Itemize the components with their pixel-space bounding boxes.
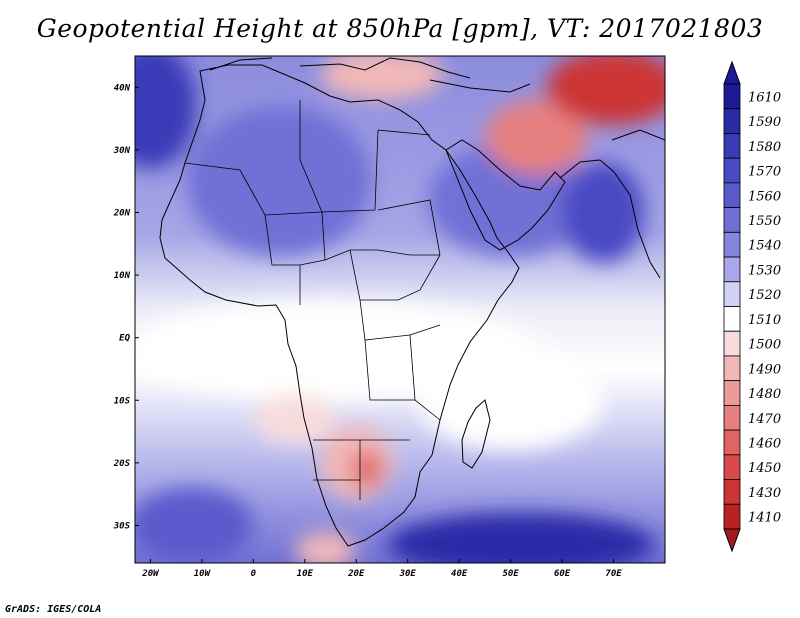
colorbar: 1610 1590 1580 1570 1560 1550 1540 1530 1520 1510… bbox=[723, 60, 781, 553]
coastlines-borders bbox=[159, 57, 665, 547]
x-tick-label: 10E bbox=[297, 569, 314, 579]
colorbar-swatch bbox=[723, 479, 741, 505]
grads-credit: GrADS: IGES/COLA bbox=[5, 604, 102, 615]
colorbar-label: 1450 bbox=[748, 461, 781, 476]
x-tick-label: 0 bbox=[251, 569, 257, 579]
y-tick-label: 30S bbox=[113, 521, 131, 531]
field-region-india-high bbox=[562, 162, 645, 263]
colorbar-swatch bbox=[723, 281, 741, 307]
y-tick-label: 10S bbox=[114, 396, 131, 406]
colorbar-label: 1540 bbox=[748, 239, 781, 254]
colorbar-label: 1500 bbox=[748, 338, 781, 353]
field-region-botswana-low bbox=[351, 450, 382, 488]
field-region-mediterranean-low bbox=[320, 56, 444, 100]
colorbar-label: 1580 bbox=[748, 140, 781, 155]
colorbar-swatch bbox=[723, 231, 741, 258]
colorbar-swatch bbox=[723, 182, 741, 209]
colorbar-label: 1560 bbox=[748, 189, 781, 204]
field-region-iran-low bbox=[484, 99, 588, 175]
x-tick-label: 20E bbox=[347, 569, 365, 579]
field-region-sahara-high bbox=[186, 106, 372, 257]
colorbar-swatch bbox=[723, 404, 741, 431]
y-tick-label: 40N bbox=[114, 83, 131, 93]
colorbar-label: 1510 bbox=[748, 313, 781, 328]
asia-coastline bbox=[559, 129, 665, 279]
y-tick-label: 30N bbox=[113, 146, 131, 156]
field-region-south-atlantic-high bbox=[135, 487, 254, 563]
colorbar-swatch bbox=[723, 207, 741, 233]
x-tick-label: 30E bbox=[399, 569, 417, 579]
field-region-cape-low bbox=[294, 531, 357, 563]
colorbar-swatch bbox=[723, 503, 741, 530]
x-tick-label: 70E bbox=[605, 569, 622, 579]
colorbar-label: 1610 bbox=[748, 90, 781, 105]
colorbar-swatch bbox=[723, 355, 741, 382]
colorbar-label: 1430 bbox=[748, 486, 781, 501]
colorbar-label: 1480 bbox=[748, 387, 781, 402]
country-borders bbox=[184, 100, 441, 500]
colorbar-swatch bbox=[723, 157, 741, 184]
colorbar-label: 1410 bbox=[748, 511, 781, 526]
y-axis-ticks: 40N 30N 20N 10N EQ 10S 20S 30S bbox=[113, 83, 139, 531]
chart-title: Geopotential Height at 850hPa [gpm], VT:… bbox=[36, 14, 764, 43]
europe-coastline bbox=[209, 57, 531, 93]
colorbar-label: 1520 bbox=[748, 288, 781, 303]
y-tick-label: 20S bbox=[113, 459, 131, 469]
y-tick-label: EQ bbox=[119, 334, 130, 344]
x-tick-label: 10W bbox=[194, 569, 212, 579]
colorbar-swatch bbox=[723, 330, 741, 357]
height-field bbox=[135, 56, 665, 563]
y-tick-label: 20N bbox=[113, 208, 131, 218]
colorbar-swatch bbox=[723, 380, 741, 406]
colorbar-swatch bbox=[723, 108, 741, 134]
field-region-caspian-low bbox=[546, 56, 665, 125]
africa-coastline bbox=[159, 64, 520, 547]
field-region-angola-low bbox=[253, 394, 336, 445]
field-region-indian-ocean-white bbox=[418, 350, 604, 451]
colorbar-label: 1550 bbox=[748, 214, 781, 229]
colorbar-label: 1530 bbox=[748, 263, 781, 278]
arabia-coastline bbox=[445, 139, 566, 251]
colorbar-bottom-arrow bbox=[723, 528, 741, 553]
y-tick-label: 10N bbox=[114, 271, 131, 281]
field-contours bbox=[135, 56, 665, 563]
colorbar-swatch bbox=[723, 306, 741, 332]
madagascar-coastline bbox=[461, 399, 491, 469]
x-tick-label: 50E bbox=[502, 569, 519, 579]
colorbar-label: 1490 bbox=[748, 362, 781, 377]
colorbar-top-arrow bbox=[723, 60, 741, 85]
colorbar-swatch bbox=[723, 83, 741, 110]
colorbar-swatch bbox=[723, 133, 741, 159]
colorbar-label: 1590 bbox=[748, 115, 781, 130]
colorbar-label: 1460 bbox=[748, 436, 781, 451]
colorbar-swatch bbox=[723, 256, 741, 283]
field-region-south-indian-high bbox=[387, 512, 655, 563]
colorbar-swatch bbox=[723, 429, 741, 456]
field-region-north-atlantic-high bbox=[135, 56, 197, 169]
colorbar-label: 1470 bbox=[748, 412, 781, 427]
x-tick-label: 20W bbox=[141, 569, 160, 579]
x-axis-ticks: 20W 10W 0 10E 20E 30E 40E 50E 60E 70E bbox=[141, 559, 622, 579]
x-tick-label: 60E bbox=[554, 569, 571, 579]
colorbar-label: 1570 bbox=[748, 165, 781, 180]
x-tick-label: 40E bbox=[451, 569, 468, 579]
colorbar-swatch bbox=[723, 454, 741, 480]
map-frame bbox=[134, 55, 666, 564]
